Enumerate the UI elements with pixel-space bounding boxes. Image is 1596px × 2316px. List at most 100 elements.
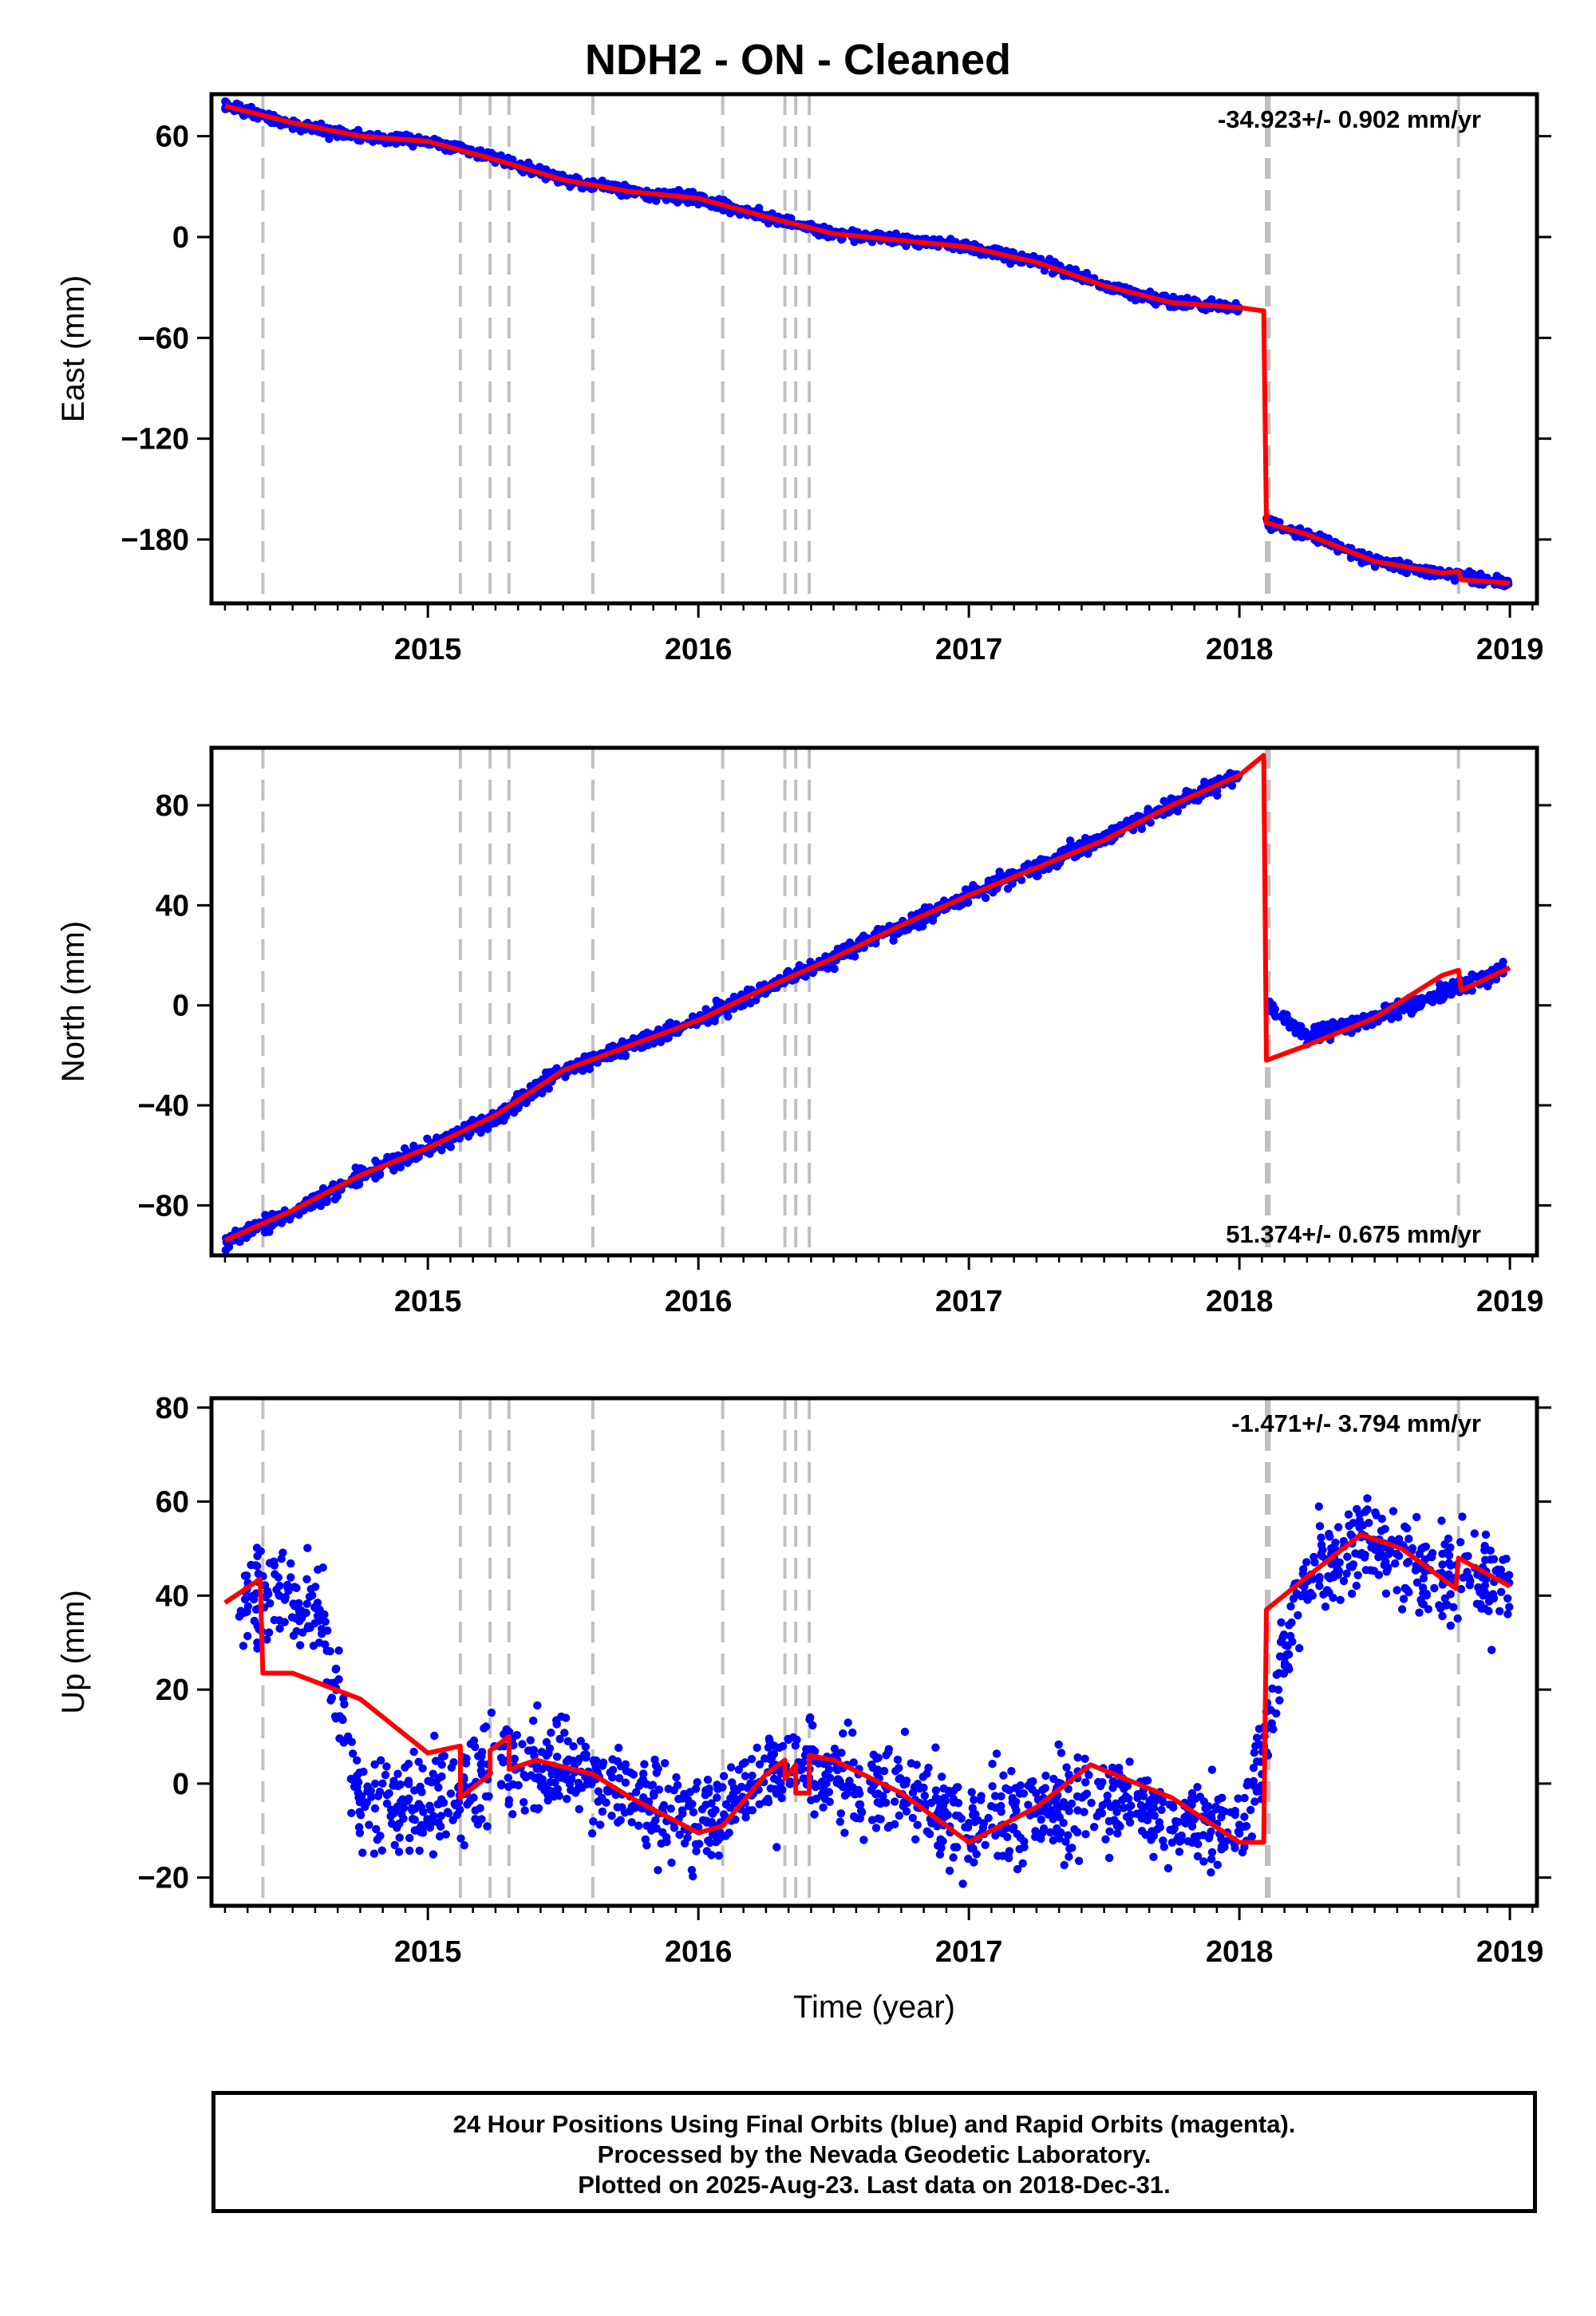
data-point (1065, 1807, 1073, 1816)
data-point (1488, 1590, 1498, 1599)
data-point (918, 922, 927, 931)
data-point (547, 1728, 555, 1737)
data-point (1054, 1740, 1063, 1749)
data-point (602, 1798, 610, 1807)
data-point (614, 1743, 623, 1753)
data-point (701, 1005, 710, 1014)
data-point (1020, 1843, 1029, 1852)
data-point (401, 1763, 409, 1772)
data-point (1047, 1806, 1056, 1815)
data-point (429, 1769, 437, 1778)
data-point (912, 1761, 921, 1769)
data-point (1438, 1611, 1447, 1621)
data-point (354, 1823, 364, 1832)
data-point (1019, 1789, 1029, 1798)
data-point (1040, 1807, 1049, 1816)
data-point (1487, 1646, 1496, 1654)
data-point (1315, 1522, 1325, 1531)
data-point (1295, 1644, 1304, 1653)
data-point (1497, 1587, 1506, 1597)
data-point (650, 1755, 659, 1765)
data-point (270, 1557, 279, 1566)
data-point (924, 1763, 933, 1773)
data-point (678, 1794, 686, 1803)
data-point (778, 1741, 788, 1751)
data-point (1334, 1523, 1343, 1531)
data-point (358, 1848, 367, 1857)
data-point (941, 1807, 950, 1816)
data-point (1266, 525, 1276, 535)
data-point (657, 1839, 666, 1848)
data-point (854, 1785, 863, 1795)
data-point (1431, 994, 1440, 1002)
data-point (1149, 1852, 1158, 1861)
data-point (444, 1808, 453, 1818)
data-point (1419, 1600, 1428, 1609)
data-point (403, 1796, 412, 1805)
data-point (968, 882, 978, 891)
data-point (563, 1794, 571, 1804)
data-point (997, 1801, 1005, 1811)
data-point (1105, 1827, 1114, 1836)
data-point (1280, 1658, 1290, 1668)
data-point (1073, 1753, 1082, 1762)
data-point (1124, 1794, 1133, 1803)
data-point (1393, 1586, 1401, 1595)
data-point (1476, 1587, 1484, 1597)
data-point (1437, 1516, 1446, 1525)
data-point (940, 1793, 949, 1802)
data-point (1133, 1793, 1142, 1802)
data-point (1218, 1842, 1227, 1851)
data-point (582, 1753, 591, 1762)
data-point (836, 1817, 845, 1826)
data-point (695, 1840, 704, 1848)
data-point (575, 1804, 583, 1814)
data-point (1110, 1816, 1119, 1824)
data-point (531, 1773, 539, 1783)
data-point (449, 1758, 458, 1767)
data-point (1194, 1840, 1203, 1848)
data-point (339, 1738, 348, 1747)
data-point (251, 1605, 261, 1614)
y-tick-label: 0 (172, 990, 189, 1023)
data-point (1456, 1538, 1465, 1547)
data-point (765, 1755, 775, 1764)
data-point (764, 219, 773, 227)
data-point (1136, 1800, 1146, 1810)
data-point (232, 99, 241, 108)
x-tick-label: 2017 (935, 633, 1003, 666)
data-point (891, 1797, 899, 1806)
data-point (1499, 1555, 1507, 1564)
data-point (389, 1166, 398, 1175)
data-point (1365, 1519, 1373, 1528)
rate-label: 51.374+/- 0.675 mm/yr (1226, 1220, 1481, 1248)
data-point (1392, 1549, 1401, 1559)
data-point (523, 1746, 533, 1755)
data-point (840, 1791, 850, 1800)
y-tick-label: 60 (156, 121, 189, 154)
data-point (1381, 1557, 1390, 1567)
data-point (1357, 1548, 1366, 1558)
data-point (465, 1796, 474, 1806)
data-point (512, 1089, 522, 1099)
data-point (1275, 1696, 1284, 1705)
data-point (869, 1750, 878, 1759)
data-point (1277, 1618, 1286, 1627)
data-point (371, 1779, 380, 1788)
y-tick-label: 20 (156, 1674, 189, 1707)
y-tick-label: 80 (156, 789, 189, 823)
data-point (573, 1784, 583, 1794)
data-point (1177, 1831, 1186, 1840)
data-point (951, 1811, 961, 1820)
data-point (1352, 1581, 1361, 1591)
data-point (568, 1757, 578, 1765)
data-point (1089, 1823, 1099, 1832)
data-point (911, 1835, 920, 1844)
data-point (1310, 1558, 1319, 1567)
data-point (1465, 1581, 1475, 1590)
data-point (873, 1798, 883, 1807)
data-point (1486, 1546, 1495, 1555)
data-point (714, 1784, 723, 1792)
data-point (1314, 1502, 1324, 1511)
data-point (1484, 1607, 1493, 1615)
